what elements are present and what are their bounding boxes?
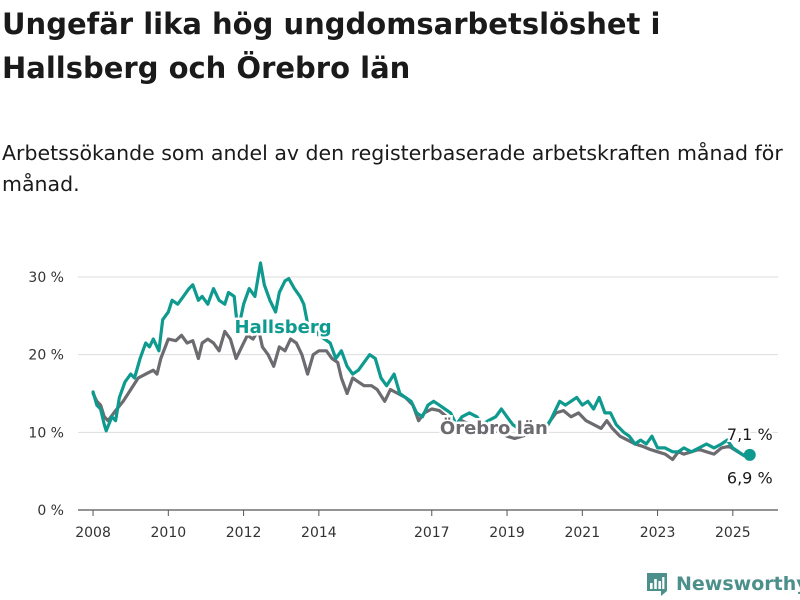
series-labels: Örebro län 6,9 % Hallsberg 7,1 % (232, 314, 775, 489)
x-tick-label: 2019 (489, 525, 525, 541)
x-tick-label: 2025 (715, 525, 751, 541)
brand-name: Newsworthy (676, 573, 800, 595)
newsworthy-logo[interactable]: Newsworthy (645, 569, 800, 599)
chart-subtitle: Arbetssökande som andel av den registerb… (2, 141, 783, 196)
bar-chart-logo-icon (647, 573, 667, 596)
chart-title: Ungefär lika hög ungdomsarbetslöshet i H… (2, 7, 661, 85)
x-tick-label: 2012 (226, 525, 262, 541)
end-point-marker (743, 448, 756, 461)
end-value-label: 7,1 % (727, 425, 773, 444)
x-tick-label: 2023 (640, 525, 676, 541)
series-line-hallsberg (91, 261, 752, 458)
series-layer (91, 261, 752, 462)
y-tick-label: 30 % (28, 270, 64, 286)
x-tick-label: 2008 (75, 525, 111, 541)
x-tick-label: 2014 (301, 525, 337, 541)
y-axis-ticks: 0 % 10 % 20 % 30 % (28, 270, 64, 519)
x-tick-label: 2017 (414, 525, 450, 541)
x-axis: 2008 2010 2012 2014 2017 2019 2021 2023 2025 (75, 510, 751, 541)
end-value-label: 6,9 % (727, 468, 773, 487)
y-tick-label: 10 % (28, 425, 64, 441)
series-label: Örebro län (440, 417, 548, 439)
y-tick-label: 20 % (28, 348, 64, 364)
x-tick-label: 2010 (151, 525, 187, 541)
series-line--rebro-l-n (91, 328, 752, 462)
x-tick-label: 2021 (564, 525, 600, 541)
series-label: Hallsberg (235, 317, 332, 338)
y-tick-label: 0 % (37, 503, 64, 519)
grid-lines (78, 276, 778, 511)
